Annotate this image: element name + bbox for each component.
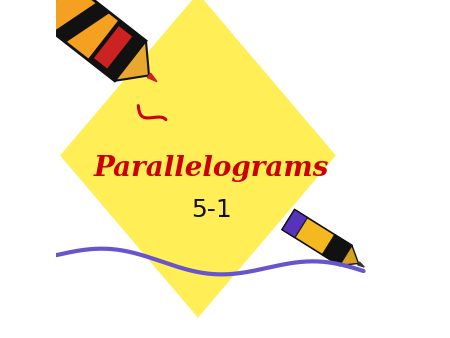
Polygon shape: [88, 20, 146, 81]
Text: 5-1: 5-1: [191, 197, 232, 222]
Polygon shape: [339, 245, 359, 265]
Text: Parallelograms: Parallelograms: [94, 155, 329, 183]
Polygon shape: [358, 262, 364, 267]
Polygon shape: [282, 210, 352, 265]
Polygon shape: [282, 210, 307, 238]
Polygon shape: [115, 41, 149, 81]
Polygon shape: [28, 0, 74, 19]
Polygon shape: [53, 2, 110, 43]
Polygon shape: [147, 73, 157, 82]
Polygon shape: [60, 0, 336, 318]
Polygon shape: [0, 0, 146, 81]
Polygon shape: [94, 26, 132, 69]
Polygon shape: [322, 235, 352, 265]
